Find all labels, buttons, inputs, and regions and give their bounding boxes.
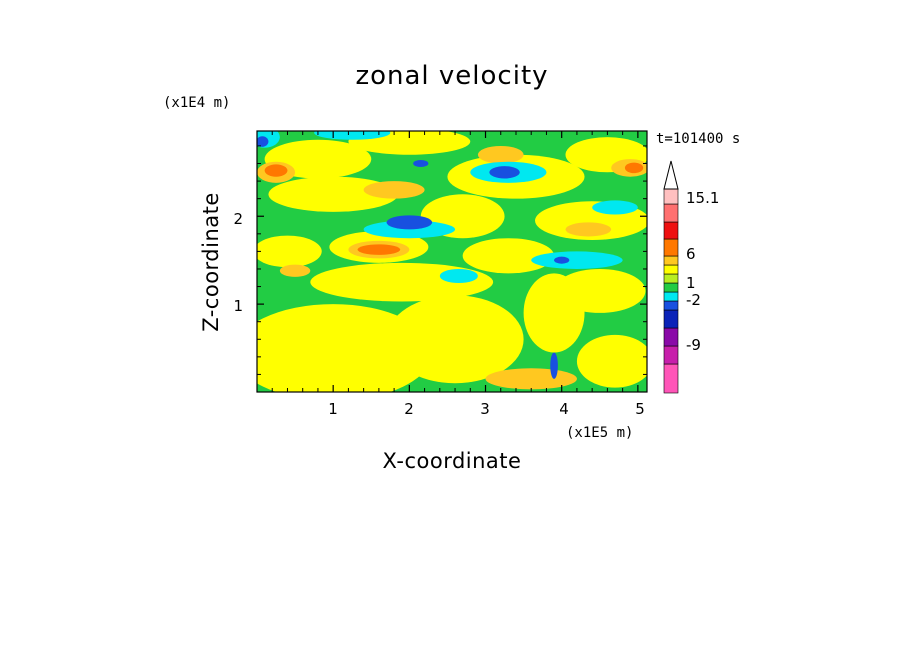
colorbar-swatch (663, 238, 679, 257)
y-unit-label: (x1E4 m) (163, 95, 230, 111)
contour-region (268, 176, 398, 212)
colorbar-label-15-1: 15.1 (686, 189, 719, 207)
y-tick-label-1: 1 (233, 297, 243, 315)
contour-region (257, 136, 269, 147)
contour-region (413, 160, 429, 168)
contour-region (485, 368, 577, 390)
contour-region (489, 166, 520, 179)
chart-title: zonal velocity (355, 61, 548, 91)
x-tick-label-5: 5 (635, 400, 645, 418)
contour-region (439, 268, 478, 284)
x-unit-label: (x1E5 m) (566, 425, 633, 441)
contour-field (257, 131, 647, 392)
x-tick-label-3: 3 (480, 400, 490, 418)
colorbar-swatch (663, 327, 679, 347)
contour-region (357, 244, 401, 255)
contour-region (554, 256, 570, 264)
contour-region (531, 251, 623, 269)
colorbar-swatch (663, 188, 679, 205)
colorbar-label-minus-2: -2 (686, 291, 701, 309)
colorbar-swatch (663, 273, 679, 284)
x-tick-label-2: 2 (404, 400, 414, 418)
x-tick-label-1: 1 (328, 400, 338, 418)
contour-region (257, 235, 322, 268)
y-tick-label-2: 2 (233, 210, 243, 228)
colorbar (663, 160, 679, 394)
contour-region (264, 164, 288, 177)
time-label: t=101400 s (656, 131, 740, 147)
colorbar-swatch (663, 221, 679, 240)
contour-region (462, 238, 555, 274)
colorbar-swatch (663, 203, 679, 223)
axis-ticks (257, 131, 647, 392)
colorbar-label-minus-9: -9 (686, 336, 701, 354)
colorbar-extend-arrow (663, 160, 679, 190)
colorbar-swatch (663, 300, 679, 311)
colorbar-swatch (663, 345, 679, 365)
contour-region (386, 215, 433, 230)
colorbar-label-6: 6 (686, 245, 696, 263)
x-tick-label-4: 4 (559, 400, 569, 418)
contour-region (565, 222, 612, 237)
x-axis-label: X-coordinate (383, 449, 522, 473)
contour-region (257, 304, 433, 392)
colorbar-swatch (663, 282, 679, 293)
contour-region (554, 268, 646, 313)
colorbar-swatch (663, 363, 679, 394)
contour-region (363, 181, 425, 199)
contour-region (576, 334, 647, 388)
plot-frame (256, 130, 648, 393)
contour-region (386, 295, 524, 384)
contour-region (592, 200, 638, 215)
contour-region (363, 220, 456, 239)
contour-region (550, 352, 558, 379)
colorbar-swatch (663, 291, 679, 302)
colorbar-label-1: 1 (686, 274, 696, 292)
colorbar-swatch (663, 264, 679, 275)
contour-region (477, 145, 524, 164)
colorbar-swatch (663, 309, 679, 329)
contour-region (624, 162, 644, 174)
colorbar-swatch (663, 255, 679, 266)
contour-region (279, 264, 311, 277)
y-axis-label: Z-coordinate (199, 192, 223, 332)
